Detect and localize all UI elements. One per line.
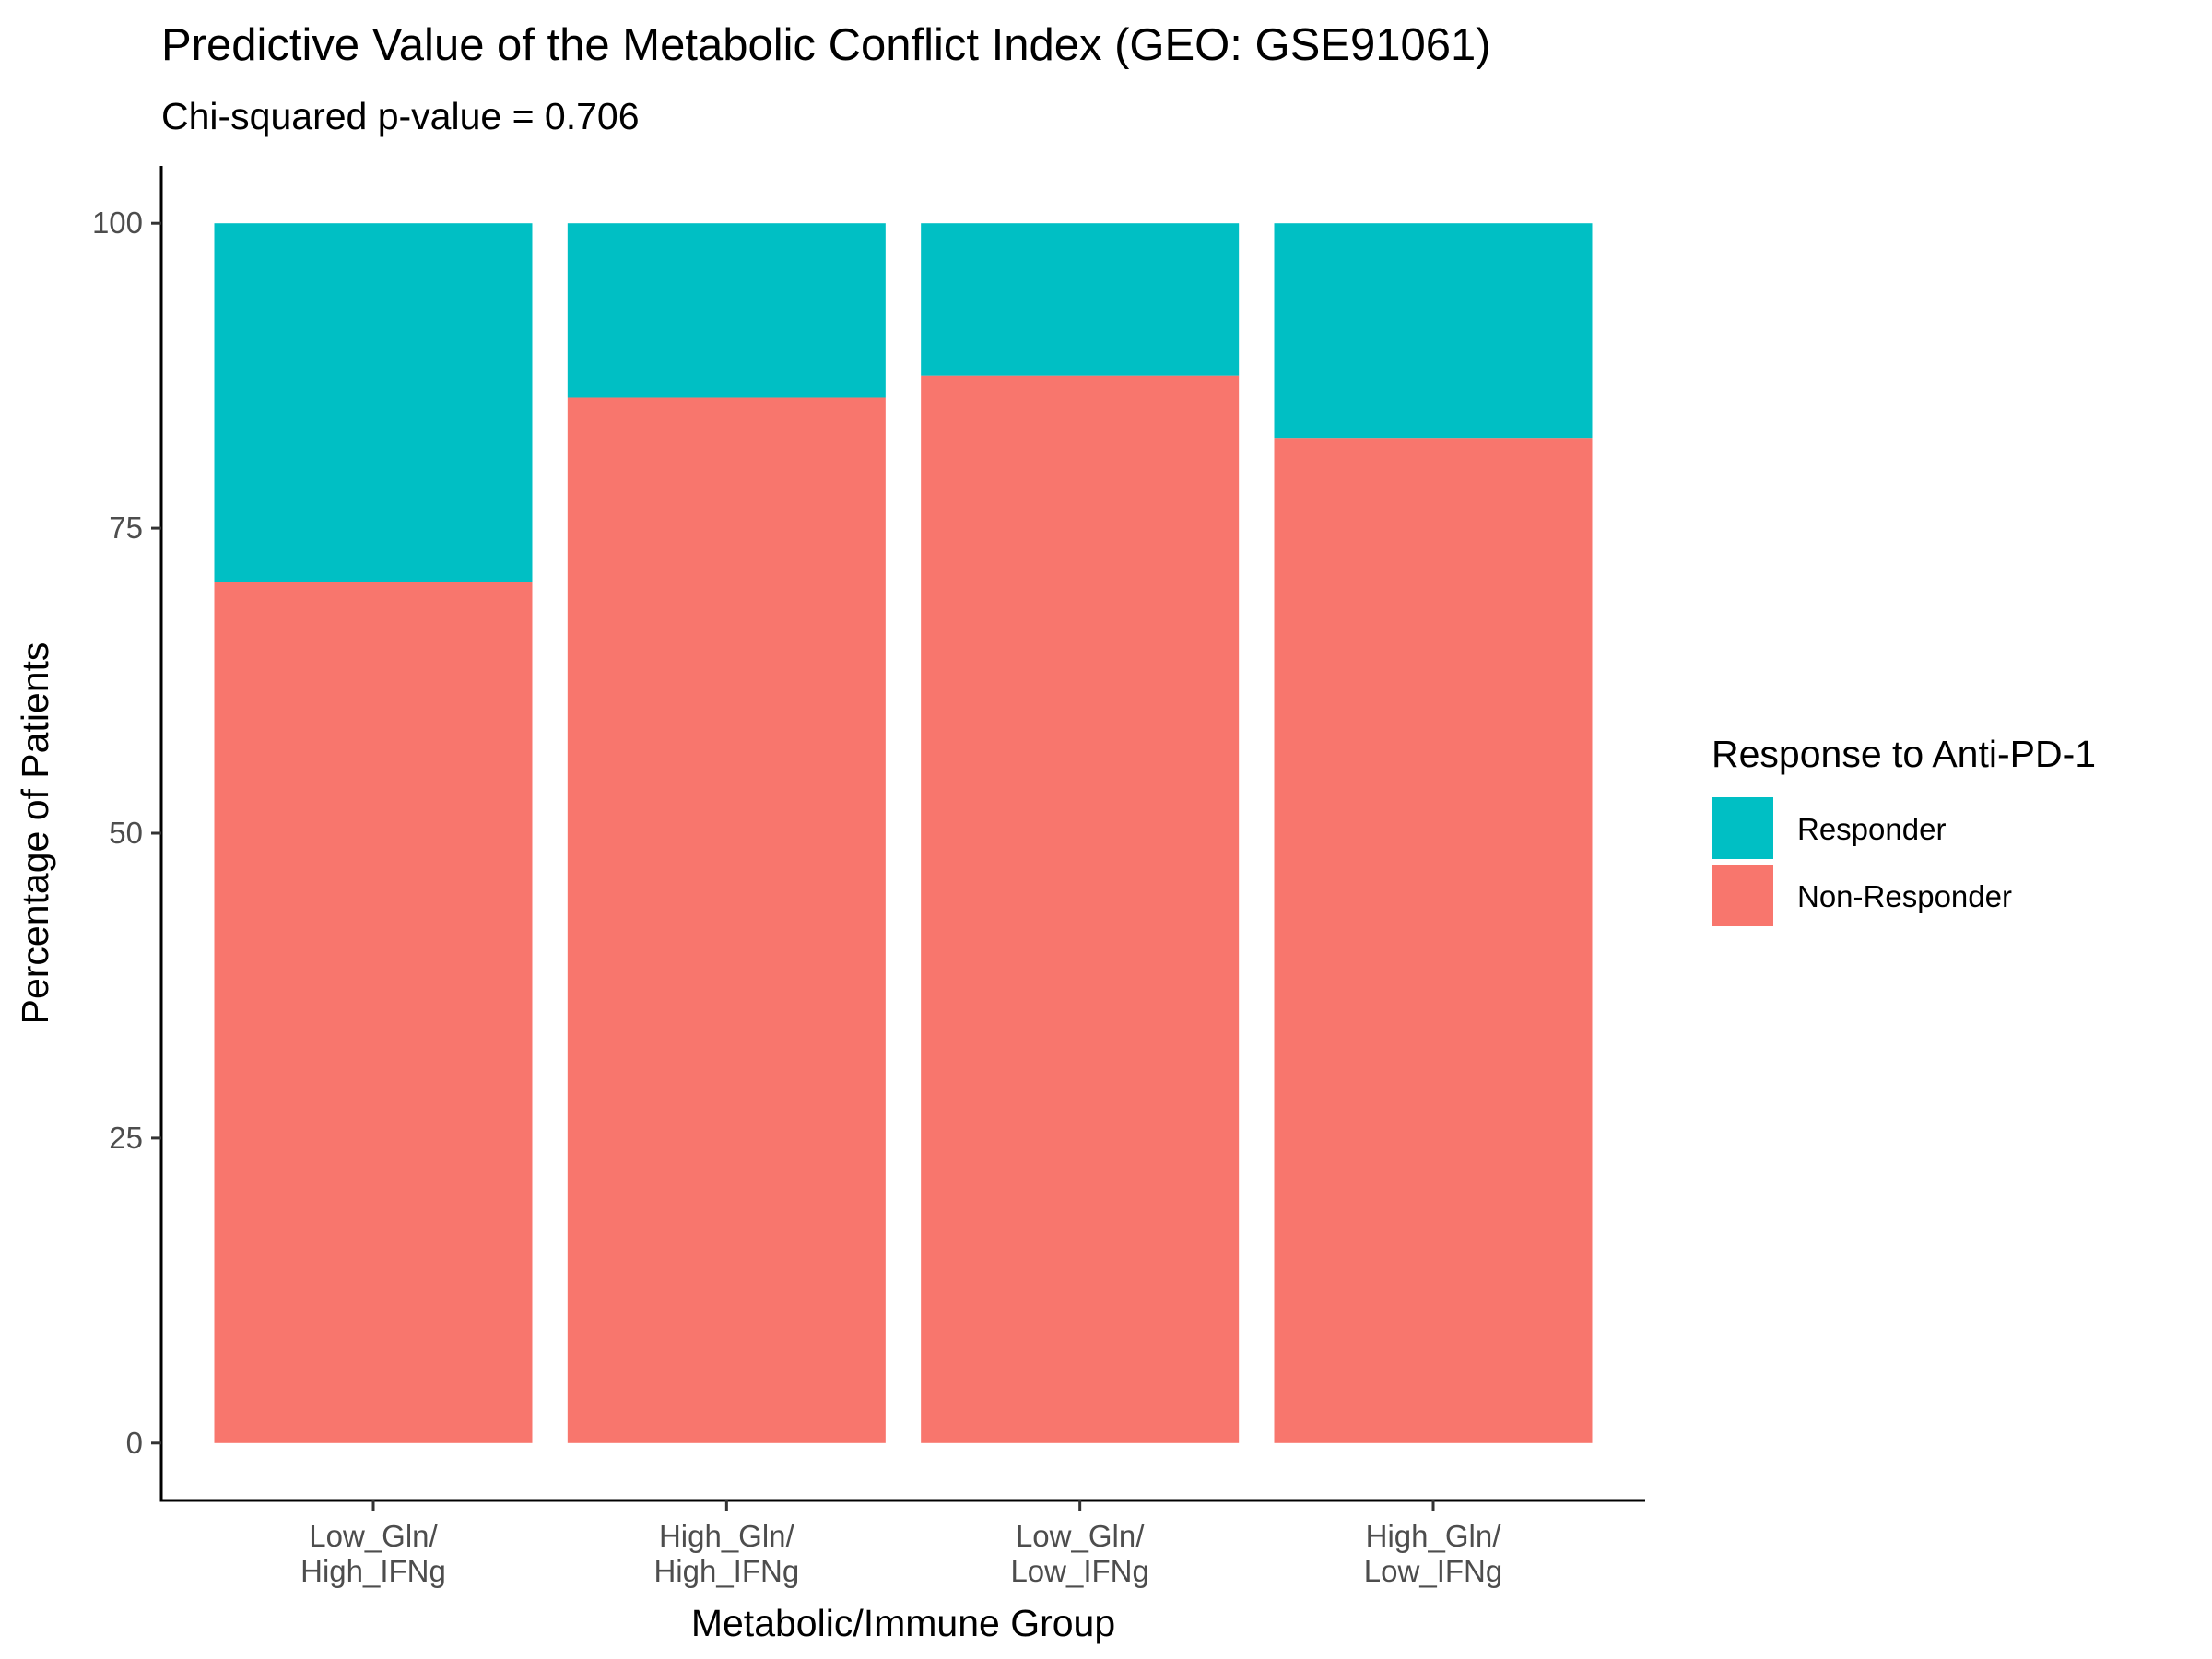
bar-responder-3 bbox=[921, 223, 1240, 376]
legend-swatch bbox=[1712, 865, 1773, 926]
legend-items: Responder Non-Responder bbox=[1712, 797, 2012, 926]
chart-subtitle: Chi-squared p-value = 0.706 bbox=[161, 95, 640, 137]
x-tick-label: High_Gln/High_IFNg bbox=[653, 1519, 799, 1588]
x-tick-label-line: High_Gln/ bbox=[659, 1519, 795, 1553]
x-tick-label-line: Low_IFNg bbox=[1010, 1554, 1148, 1588]
chart-title: Predictive Value of the Metabolic Confli… bbox=[161, 20, 1491, 70]
plot-area bbox=[214, 223, 1593, 1443]
y-axis-ticks: 0 25 50 75 100 bbox=[92, 206, 161, 1460]
legend: Response to Anti-PD-1 Responder Non-Respo… bbox=[1712, 733, 2096, 926]
bar-non-responder-4 bbox=[1274, 438, 1593, 1443]
bar-non-responder-3 bbox=[921, 375, 1240, 1443]
legend-label: Non-Responder bbox=[1797, 879, 2012, 913]
x-tick-label-line: High_IFNg bbox=[300, 1554, 446, 1588]
y-tick-label: 50 bbox=[109, 816, 143, 850]
legend-label: Responder bbox=[1797, 812, 1946, 846]
x-axis-ticks: Low_Gln/High_IFNgHigh_Gln/High_IFNgLow_G… bbox=[300, 1500, 1502, 1588]
x-tick-label-line: Low_IFNg bbox=[1364, 1554, 1502, 1588]
x-tick-label-line: Low_Gln/ bbox=[309, 1519, 438, 1553]
x-tick-label-line: High_IFNg bbox=[653, 1554, 799, 1588]
bar-responder-2 bbox=[567, 223, 886, 398]
bar-non-responder-1 bbox=[214, 582, 533, 1443]
bar-non-responder-2 bbox=[567, 397, 886, 1443]
bar-responder-4 bbox=[1274, 223, 1593, 439]
x-tick-label-line: High_Gln/ bbox=[1366, 1519, 1502, 1553]
x-tick-label-line: Low_Gln/ bbox=[1016, 1519, 1145, 1553]
bar-responder-1 bbox=[214, 223, 533, 582]
x-tick-label: Low_Gln/Low_IFNg bbox=[1010, 1519, 1148, 1588]
y-tick-label: 25 bbox=[109, 1121, 143, 1155]
y-tick-label: 100 bbox=[92, 206, 143, 240]
y-tick-label: 0 bbox=[126, 1426, 143, 1460]
x-tick-label: High_Gln/Low_IFNg bbox=[1364, 1519, 1502, 1588]
y-axis-title: Percentage of Patients bbox=[14, 642, 56, 1025]
y-tick-label: 75 bbox=[109, 511, 143, 545]
legend-title: Response to Anti-PD-1 bbox=[1712, 733, 2096, 775]
x-axis-title: Metabolic/Immune Group bbox=[691, 1602, 1115, 1644]
legend-swatch bbox=[1712, 797, 1773, 859]
x-tick-label: Low_Gln/High_IFNg bbox=[300, 1519, 446, 1588]
